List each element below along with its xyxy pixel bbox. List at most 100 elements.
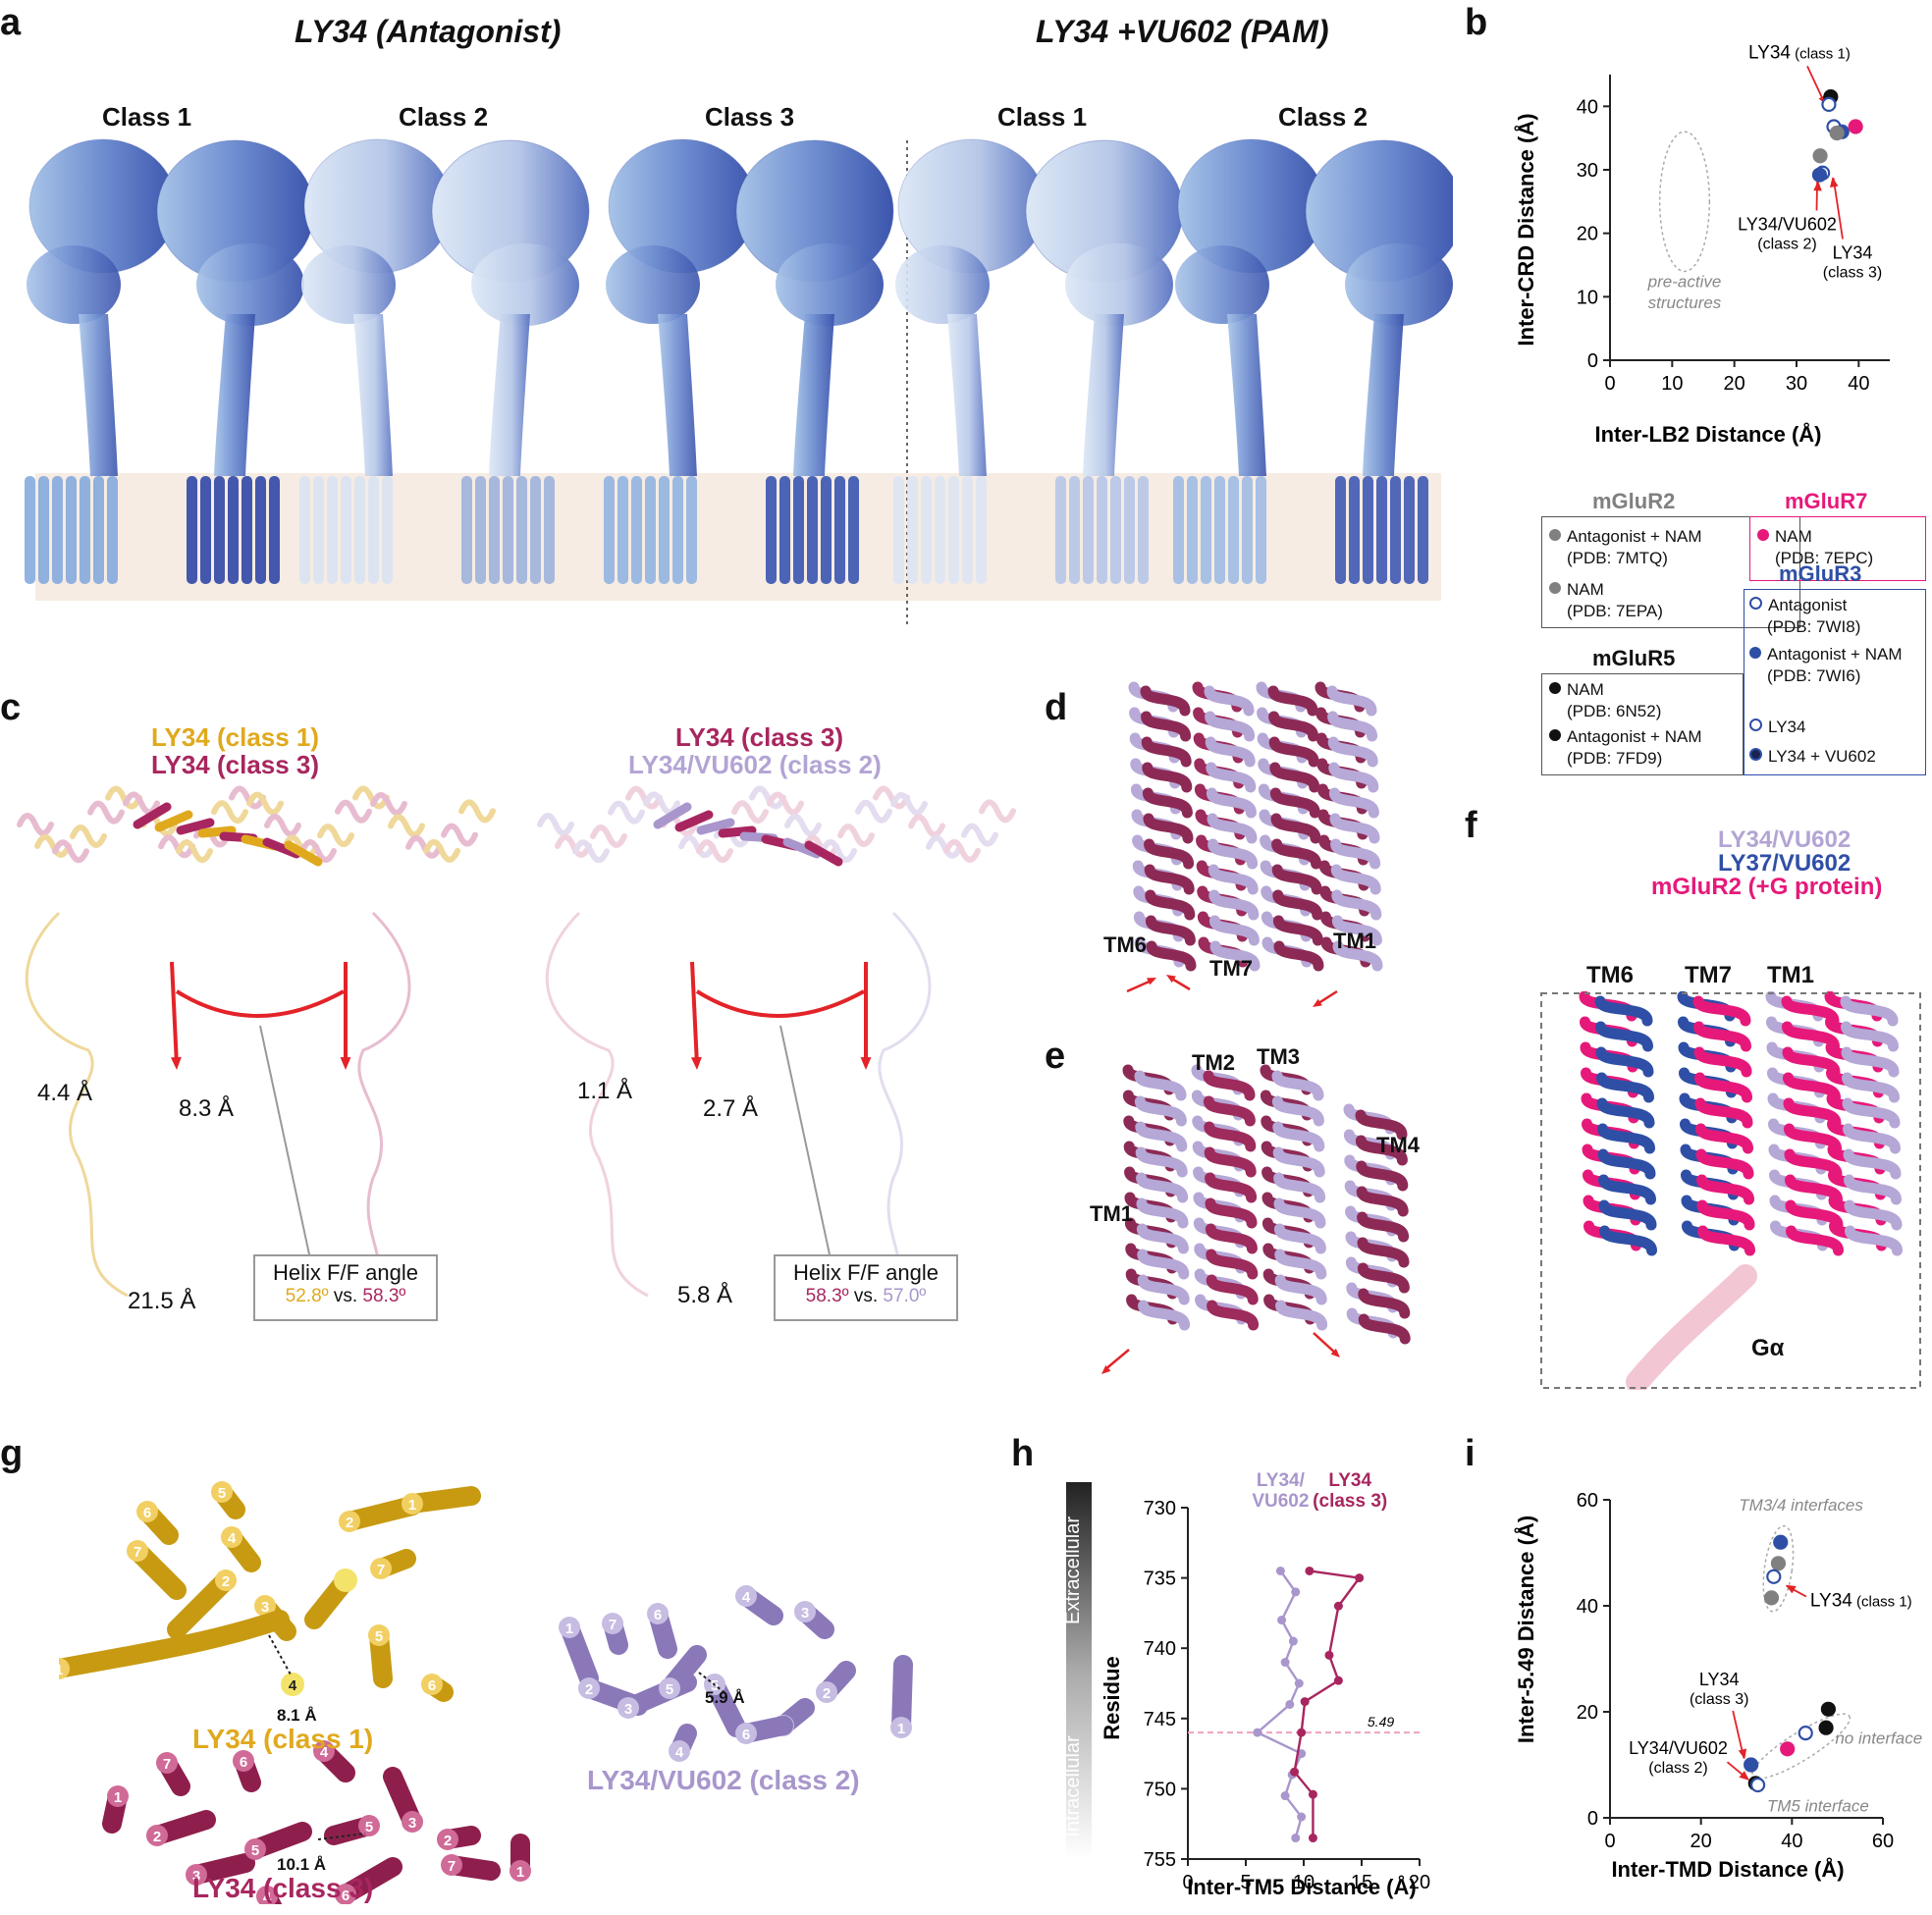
arrow-head [1829, 177, 1839, 187]
tm-helix [66, 476, 77, 584]
tm-number-badge [334, 1569, 357, 1592]
tm-number-badge [127, 1540, 148, 1562]
distance-label: 8.1 Å [277, 1706, 317, 1725]
annotation-sub: (class 3) [1690, 1691, 1748, 1708]
density-map-ly34-class3 [604, 138, 894, 584]
tm-helix [1256, 476, 1266, 584]
data-point [1821, 96, 1837, 112]
helix-turn [1208, 838, 1259, 870]
tm-helix [107, 476, 118, 584]
tm-helix [214, 476, 225, 584]
helix-turn [1142, 787, 1193, 819]
chart-b-ylabel: Inter-CRD Distance (Å) [1513, 113, 1538, 346]
tm-number: 5 [365, 1819, 373, 1835]
ribbon [70, 825, 107, 848]
y-tick-label: 20 [1577, 224, 1598, 245]
tm-number: 1 [114, 1789, 122, 1806]
helix-axis [170, 961, 179, 1066]
panel-f-legend2: LY37/VU602 [1718, 850, 1852, 877]
shift-arrow [1313, 1332, 1338, 1356]
tm-number: 7 [448, 1858, 456, 1875]
ribbon [264, 814, 301, 837]
loop [357, 911, 411, 1298]
helix-turn [1695, 1148, 1754, 1180]
x-tick-label: 20 [1724, 373, 1745, 395]
arrow-head [1101, 1364, 1111, 1374]
tm-number: 5 [251, 1842, 259, 1859]
tm-helix [921, 476, 932, 584]
helix-axis [690, 961, 699, 1066]
distance-label: 8.3 Å [179, 1095, 235, 1122]
loop [545, 911, 649, 1298]
tm-number-badge [735, 1585, 757, 1607]
tm-helix [766, 476, 777, 584]
data-point [1811, 167, 1828, 183]
distance-label: 4.4 Å [37, 1080, 93, 1106]
annotation-label: LY34 [1699, 1670, 1740, 1689]
helix-turn [1203, 1095, 1256, 1127]
tm-helix [1124, 476, 1135, 584]
tm-helix [604, 476, 615, 584]
tm-number: 7 [377, 1562, 385, 1578]
tm-helix [659, 476, 670, 584]
tm-number-badge [358, 1815, 380, 1836]
ribbon [317, 824, 354, 847]
data-point [1773, 1534, 1789, 1550]
x-tick-label: 10 [1661, 373, 1683, 395]
helix-turn [1272, 1146, 1325, 1178]
helix-segment [782, 837, 822, 859]
arrow-head [1738, 1748, 1747, 1760]
ribbon [370, 792, 407, 816]
cysteine-rich-domain [489, 314, 530, 476]
tm-helix [475, 476, 486, 584]
helix-turn [1268, 736, 1319, 768]
helix-turn [1355, 1135, 1408, 1166]
data-point [1285, 1699, 1295, 1709]
density-map-vu602-class2 [1173, 138, 1453, 584]
lobe-lower [471, 243, 579, 326]
helix-turn [1693, 1021, 1751, 1052]
helix-turn [1135, 1121, 1188, 1152]
distance-label: 5.9 Å [705, 1688, 745, 1707]
ref-line-label: 5.49 [1368, 1714, 1394, 1729]
tm-number: 4 [675, 1744, 684, 1761]
panel-label-e: e [1045, 1036, 1066, 1077]
ribbon [926, 834, 963, 859]
y-tick-label: 0 [1587, 350, 1598, 372]
helix-turn [1270, 813, 1321, 844]
helix-turn [1694, 1072, 1752, 1103]
tm-helix [530, 476, 541, 584]
helix-turn [1843, 1123, 1901, 1154]
helix-turn [1327, 736, 1378, 768]
region-label: pre-active [1647, 273, 1722, 292]
helix-segment [133, 802, 172, 829]
helix-turn [1209, 940, 1261, 972]
tm-helix [327, 476, 338, 584]
panel-d-tm6: TM6 [1103, 932, 1147, 957]
tm-number-badge [578, 1677, 600, 1699]
helix-turn [1207, 813, 1258, 844]
helix-turn [1137, 1249, 1190, 1280]
helix-segment [718, 825, 757, 838]
panel-d-tm1: TM1 [1333, 929, 1376, 953]
annotation-sub: (class 1) [1791, 45, 1851, 62]
tm-number: 6 [654, 1607, 662, 1623]
ribbon [731, 800, 769, 825]
tm-bundle-vu602-class2: 17643235457216 [559, 1585, 913, 1762]
arrow-head [1313, 998, 1322, 1007]
legend-item: Antagonist + NAM [1549, 726, 1702, 747]
panel-label-f: f [1465, 805, 1477, 846]
tm-helix [1404, 476, 1415, 584]
tm-number-badge [370, 1558, 392, 1579]
helix-turn [1272, 1121, 1325, 1152]
ribbon [458, 799, 496, 824]
data-point [1766, 1569, 1782, 1584]
helix-turn [1136, 1172, 1189, 1203]
helix-turn [1273, 1223, 1326, 1254]
ribbon [908, 814, 945, 838]
legend-item-pdb: (PDB: 7EPC) [1775, 549, 1874, 567]
data-point [1749, 1777, 1766, 1793]
panel-f-tm6: TM6 [1586, 962, 1634, 988]
tm-number-badge [136, 1501, 158, 1522]
tm-helix [848, 476, 859, 584]
